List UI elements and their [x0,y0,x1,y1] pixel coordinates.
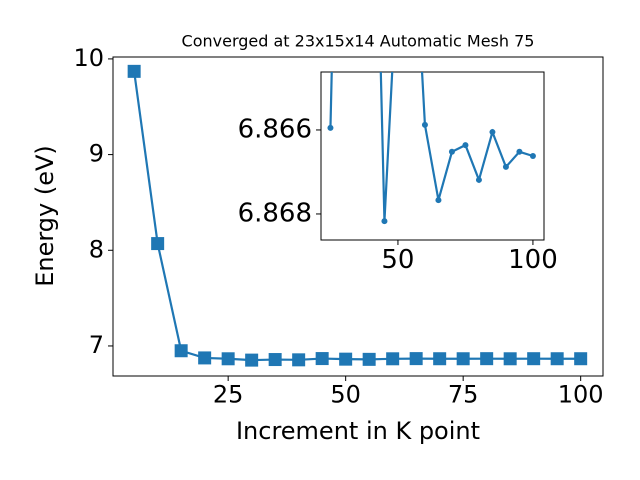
marker [462,142,469,149]
marker [435,197,442,204]
marker [268,353,282,367]
plot-area [327,72,536,225]
marker [127,64,141,78]
marker [292,353,306,367]
y-axis-label: Energy (eV) [31,145,59,287]
marker [456,352,470,366]
marker [480,352,494,366]
y-tick-label: 7 [89,331,104,359]
marker [574,352,588,366]
marker [381,218,388,225]
marker [489,129,496,136]
marker [527,352,541,366]
marker [339,352,353,366]
chart-title: Converged at 23x15x14 Automatic Mesh 75 [182,32,535,51]
plot-area [127,64,588,367]
marker [198,351,212,365]
x-tick-label: 100 [558,380,604,408]
x-axis-label: Increment in K point [236,417,480,445]
marker [174,344,188,358]
marker [386,352,400,366]
marker [315,352,329,366]
y-tick-label: 8 [89,235,104,263]
marker [409,352,423,366]
marker [475,176,482,183]
line [329,72,534,222]
marker [221,352,235,366]
y-tick-label: 10 [73,44,104,72]
marker [529,153,536,159]
marker [151,237,165,251]
x-tick-label: 100 [508,245,558,275]
marker [550,352,564,366]
plot-frame [320,71,545,241]
x-tick-label: 50 [330,380,361,408]
marker [502,163,509,170]
x-tick-label: 75 [448,380,479,408]
marker [503,352,517,366]
marker [433,352,447,366]
marker [421,121,428,128]
marker [516,148,523,155]
y-tick-label: 6.866 [238,114,312,144]
y-tick-label: 9 [89,140,104,168]
y-tick-label: 6.868 [238,198,312,228]
marker [245,353,259,367]
marker [362,352,376,366]
x-tick-label: 25 [213,380,244,408]
marker [327,124,334,131]
marker [448,148,455,155]
x-tick-label: 50 [381,245,414,275]
